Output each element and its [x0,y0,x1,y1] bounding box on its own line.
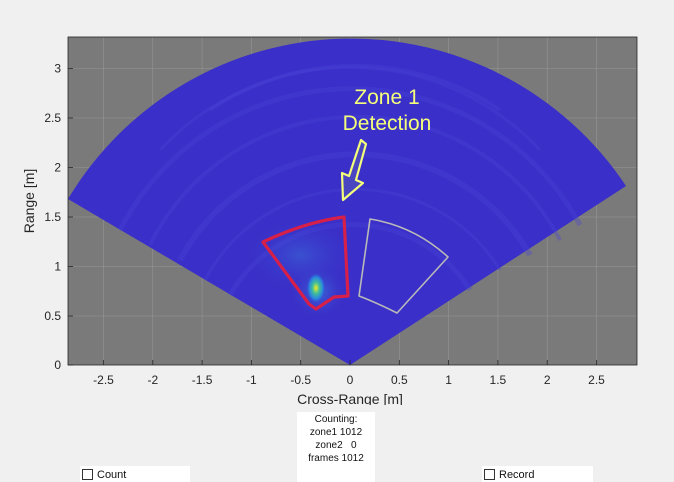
x-tick-label: -2 [147,373,158,387]
axes-frame [67,36,638,366]
y-tick-label: 1.5 [44,210,61,224]
x-tick-label: 2 [544,373,551,387]
x-tick-label: -1 [246,373,257,387]
x-tick-label: 1.5 [490,373,507,387]
count-checkbox[interactable] [82,469,93,480]
x-tick-label: 1 [445,373,452,387]
count-checkbox-label: Count [97,468,127,481]
y-tick-labels: 0 0.5 1 1.5 2 2.5 3 [44,62,61,373]
y-tick-label: 1 [54,260,61,274]
record-checkbox-label: Record [499,468,535,481]
y-tick-label: 2.5 [44,111,61,125]
annotation-line1: Zone 1 [354,86,419,109]
y-tick-label: 0 [54,358,61,372]
x-axis-label: Cross-Range [m] [297,391,403,405]
x-tick-label: -0.5 [290,373,311,387]
counting-title: Counting: [314,414,358,425]
x-tick-label: 0 [347,373,354,387]
x-tick-label: -1.5 [192,373,213,387]
record-checkbox-control[interactable]: Record [482,466,593,482]
y-tick-label: 3 [54,62,61,76]
count-checkbox-control[interactable]: Count [80,466,190,482]
zone1-count: zone1 1012 [309,427,363,438]
x-tick-label: 0.5 [391,373,408,387]
annotation-line2: Detection [343,112,432,135]
x-tick-label: 2.5 [588,373,605,387]
x-tick-labels: -2.5 -2 -1.5 -1 -0.5 0 0.5 1 1.5 2 2.5 [93,373,605,387]
y-axis-label: Range [m] [21,169,37,234]
detection-arrow [340,138,368,202]
radar-range-plot: Zone 1 Detection -2.5 [21,36,638,405]
frames-count: frames 1012 [308,453,364,464]
zone1-outline [261,215,350,311]
zone2-count: zone2 0 [315,440,357,451]
record-checkbox[interactable] [484,469,495,480]
y-tick-label: 2 [54,161,61,175]
y-tick-label: 0.5 [44,309,61,323]
x-tick-label: -2.5 [93,373,114,387]
counting-panel: Counting: zone1 1012 zone2 0 frames 1012 [297,412,375,482]
tick-marks [68,68,597,366]
zone2-outline [358,218,449,314]
